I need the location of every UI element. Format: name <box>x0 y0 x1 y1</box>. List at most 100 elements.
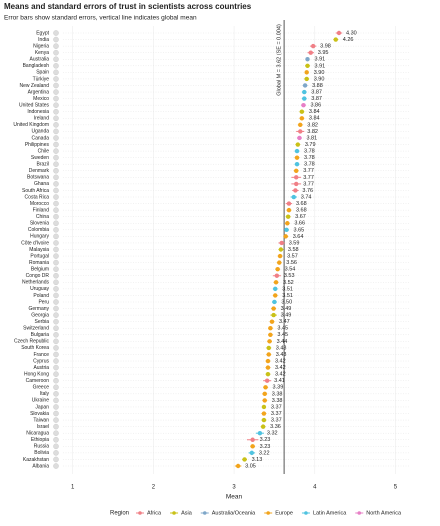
x-tick-label: 5 <box>394 485 398 491</box>
value-label: 3.87 <box>311 89 322 95</box>
legend-label: Africa <box>147 510 162 516</box>
dot <box>297 135 302 141</box>
flag-icon <box>53 233 59 240</box>
dot <box>304 76 309 82</box>
value-label: 3.77 <box>303 181 314 187</box>
value-label: 3.38 <box>272 391 283 397</box>
country-label: Philippines <box>25 142 50 148</box>
dot <box>261 404 267 410</box>
dot <box>286 207 292 213</box>
value-label: 3.67 <box>295 214 306 220</box>
value-label: 3.32 <box>267 431 278 437</box>
flag-icon <box>53 30 59 36</box>
dot <box>298 122 303 128</box>
flag-icon <box>53 95 59 102</box>
dot <box>266 345 271 351</box>
legend-label: Asia <box>181 510 193 516</box>
value-label: 3.51 <box>282 293 293 299</box>
dot <box>284 227 289 233</box>
dot <box>299 109 305 114</box>
flag-icon <box>53 240 59 246</box>
value-label: 3.88 <box>312 83 323 89</box>
value-label: 4.26 <box>343 37 354 43</box>
country-label: Portugal <box>30 253 49 259</box>
x-tick-label: 1 <box>71 485 75 491</box>
value-label: 3.36 <box>270 424 281 430</box>
value-label: 3.87 <box>311 96 322 102</box>
flag-icon <box>53 69 59 76</box>
flag-icon <box>53 63 59 69</box>
flag-icon <box>53 194 59 200</box>
dot <box>271 306 276 311</box>
dot <box>294 155 300 160</box>
country-label: Japan <box>35 404 49 410</box>
dot <box>279 240 284 246</box>
country-label: Poland <box>33 293 49 299</box>
country-label: Germany <box>28 306 49 312</box>
value-label: 3.50 <box>281 299 292 305</box>
country-label: South Africa <box>22 188 49 194</box>
value-label: 3.57 <box>287 254 298 260</box>
flag-icon <box>53 423 59 430</box>
country-label: Ghana <box>34 181 49 187</box>
country-label: Argentina <box>28 89 50 95</box>
country-label: Taiwan <box>33 417 49 423</box>
value-label: 3.54 <box>285 267 296 273</box>
value-label: 3.45 <box>277 326 288 332</box>
flag-icon <box>53 351 59 358</box>
country-label: Botswana <box>27 175 49 181</box>
dot <box>235 463 241 469</box>
flag-icon <box>53 384 59 391</box>
dot <box>249 450 255 456</box>
value-label: 3.37 <box>271 418 282 424</box>
country-label: Malaysia <box>29 247 49 253</box>
dot <box>268 332 273 337</box>
country-label: Indonesia <box>27 109 49 115</box>
dot <box>250 437 255 442</box>
flag-icon <box>53 161 59 167</box>
country-label: Sweden <box>31 155 49 161</box>
flag-icon <box>53 338 59 345</box>
flag-icon <box>53 135 59 141</box>
country-label: Spain <box>36 70 49 76</box>
dot <box>265 371 271 377</box>
dot <box>298 129 303 134</box>
dot <box>265 365 271 370</box>
value-label: 3.42 <box>275 365 286 371</box>
flag-icon <box>53 325 59 331</box>
value-label: 3.98 <box>320 44 331 50</box>
reference-label: Global M = 3.62 (SE = 0.004) <box>277 24 283 96</box>
country-label: Austria <box>33 365 49 371</box>
value-label: 3.58 <box>288 247 299 253</box>
country-label: New Zealand <box>20 83 50 89</box>
dot <box>299 116 305 121</box>
flag-icon <box>53 187 59 194</box>
country-label: Mexico <box>33 96 49 102</box>
legend-title: Region <box>110 511 129 517</box>
flag-icon <box>53 141 59 148</box>
value-label: 3.68 <box>296 201 307 207</box>
value-label: 3.47 <box>279 319 290 325</box>
flag-icon <box>53 279 59 286</box>
country-label: Chile <box>38 148 50 154</box>
dot <box>250 444 255 449</box>
value-label: 3.42 <box>275 372 286 378</box>
country-label: Congo DR <box>26 273 50 279</box>
flag-icon <box>53 417 59 423</box>
x-axis-label: Mean <box>226 494 243 501</box>
country-label: Ukraine <box>32 398 49 404</box>
value-label: 3.81 <box>306 135 317 141</box>
dot <box>336 30 342 36</box>
flag-icon <box>53 272 59 279</box>
dot <box>277 260 282 265</box>
flag-icon <box>53 76 59 82</box>
flag-icon <box>53 102 59 108</box>
value-label: 3.49 <box>281 306 292 312</box>
dot <box>305 57 310 62</box>
value-label: 3.22 <box>259 450 270 456</box>
legend-dot <box>202 511 207 515</box>
value-label: 3.91 <box>315 63 326 69</box>
flag-icon <box>53 318 59 325</box>
flag-icon <box>53 115 59 122</box>
value-label: 3.82 <box>307 122 318 128</box>
